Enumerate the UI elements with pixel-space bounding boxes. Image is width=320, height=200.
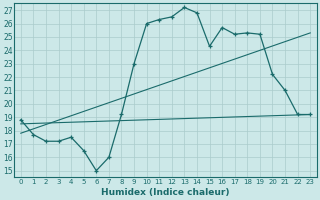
X-axis label: Humidex (Indice chaleur): Humidex (Indice chaleur) (101, 188, 230, 197)
